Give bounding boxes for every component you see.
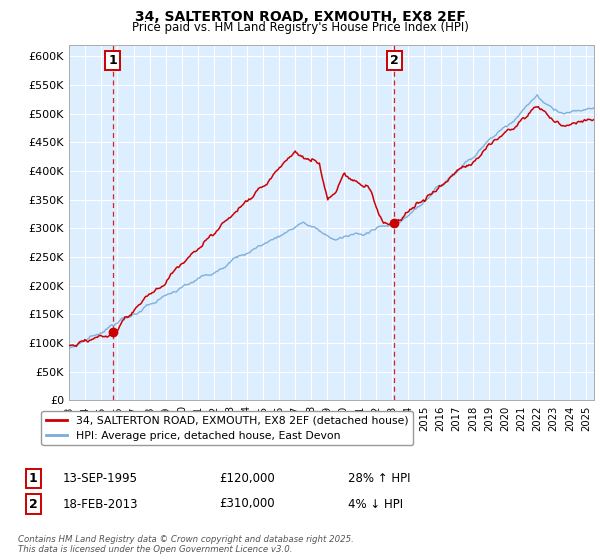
Text: 18-FEB-2013: 18-FEB-2013: [63, 497, 139, 511]
Text: 28% ↑ HPI: 28% ↑ HPI: [348, 472, 410, 486]
Text: Price paid vs. HM Land Registry's House Price Index (HPI): Price paid vs. HM Land Registry's House …: [131, 21, 469, 34]
Text: 4% ↓ HPI: 4% ↓ HPI: [348, 497, 403, 511]
Text: 2: 2: [389, 54, 398, 67]
Text: £120,000: £120,000: [219, 472, 275, 486]
Text: 2: 2: [29, 497, 37, 511]
Text: Contains HM Land Registry data © Crown copyright and database right 2025.
This d: Contains HM Land Registry data © Crown c…: [18, 535, 354, 554]
Legend: 34, SALTERTON ROAD, EXMOUTH, EX8 2EF (detached house), HPI: Average price, detac: 34, SALTERTON ROAD, EXMOUTH, EX8 2EF (de…: [41, 411, 413, 445]
Text: 13-SEP-1995: 13-SEP-1995: [63, 472, 138, 486]
Text: 1: 1: [29, 472, 37, 486]
Text: 34, SALTERTON ROAD, EXMOUTH, EX8 2EF: 34, SALTERTON ROAD, EXMOUTH, EX8 2EF: [134, 10, 466, 24]
Text: 1: 1: [109, 54, 117, 67]
Text: £310,000: £310,000: [219, 497, 275, 511]
